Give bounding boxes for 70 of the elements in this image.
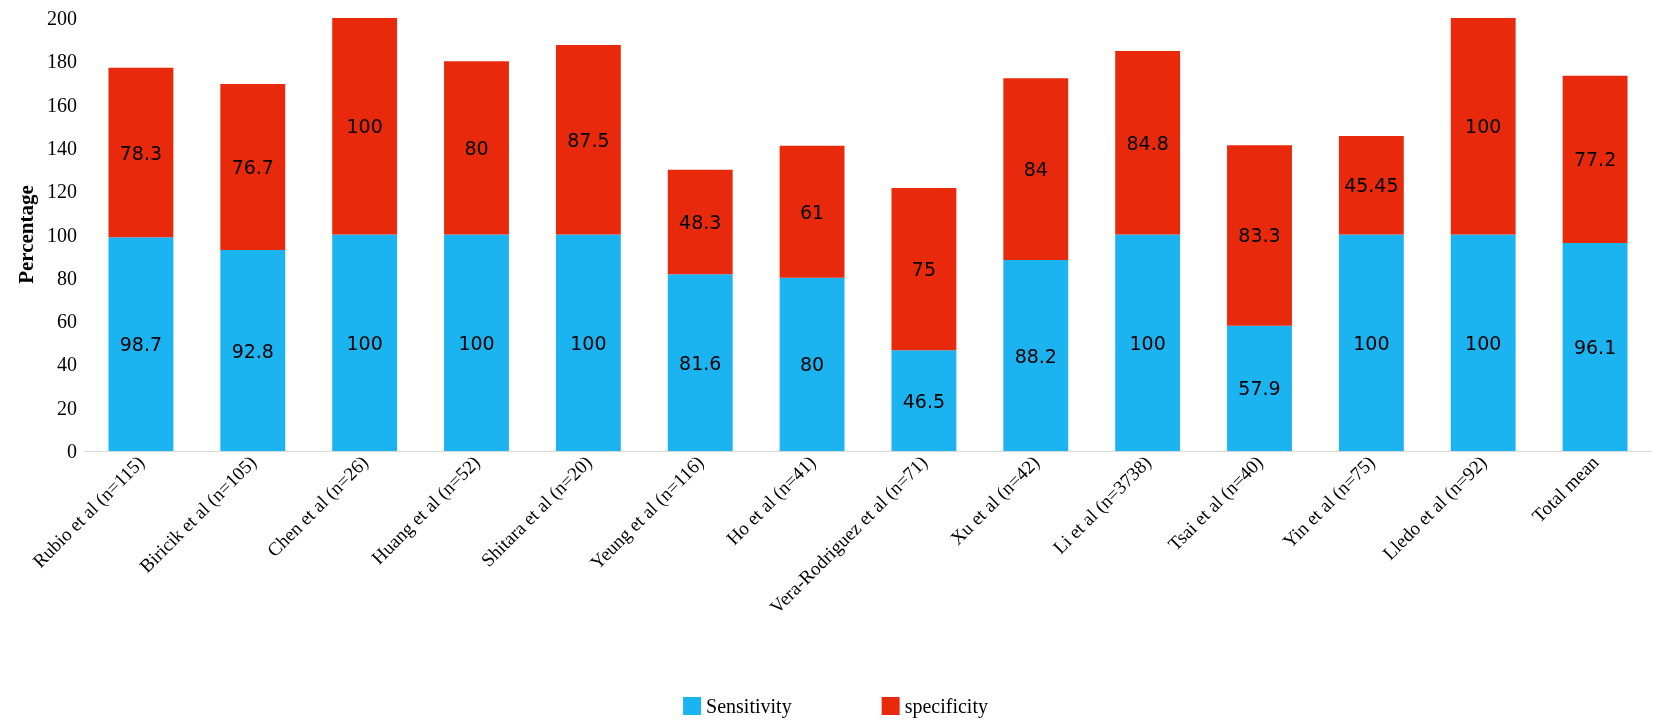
bar bbox=[1115, 234, 1181, 451]
data-label: 80 bbox=[799, 353, 825, 376]
bar bbox=[667, 169, 733, 275]
bar bbox=[108, 67, 174, 238]
y-axis-title: Percentage bbox=[13, 185, 38, 284]
data-label: 83.3 bbox=[1238, 224, 1281, 247]
y-tick-label: 180 bbox=[47, 50, 77, 73]
y-tick-label: 160 bbox=[47, 93, 77, 116]
y-tick-label: 0 bbox=[67, 440, 77, 462]
y-tick-label: 100 bbox=[47, 223, 77, 246]
data-label: 100 bbox=[346, 331, 383, 354]
data-label: 45.45 bbox=[1344, 174, 1399, 197]
bar bbox=[1227, 325, 1292, 451]
data-label: 92.8 bbox=[231, 339, 274, 362]
data-label: 88.2 bbox=[1014, 344, 1057, 367]
data-label: 84 bbox=[1023, 158, 1048, 181]
data-label: 81.6 bbox=[679, 351, 722, 374]
legend-label: specificity bbox=[904, 695, 988, 718]
bar bbox=[1562, 242, 1628, 451]
bar bbox=[1227, 145, 1292, 326]
data-label: 46.5 bbox=[902, 389, 946, 412]
y-tick-label: 40 bbox=[57, 353, 77, 376]
bar bbox=[891, 187, 957, 351]
data-label: 61 bbox=[799, 200, 825, 223]
data-label: 84.8 bbox=[1126, 131, 1169, 154]
bar bbox=[1338, 136, 1404, 235]
data-label: 48.3 bbox=[679, 211, 722, 234]
data-label: 100 bbox=[1465, 115, 1502, 138]
data-label: 100 bbox=[1129, 331, 1166, 354]
bar bbox=[220, 84, 286, 251]
data-label: 96.1 bbox=[1573, 335, 1617, 358]
data-label: 100 bbox=[346, 115, 383, 138]
bar bbox=[332, 234, 398, 451]
bar bbox=[555, 45, 621, 235]
bar bbox=[332, 18, 398, 235]
data-label: 98.7 bbox=[119, 333, 163, 356]
bar bbox=[108, 237, 174, 451]
data-label: 57.9 bbox=[1238, 377, 1281, 400]
data-label: 100 bbox=[1353, 331, 1390, 354]
bar bbox=[1003, 260, 1069, 451]
legend-label: Sensitivity bbox=[706, 695, 792, 718]
y-tick-label: 120 bbox=[47, 180, 77, 203]
bar bbox=[444, 61, 509, 235]
data-label: 78.3 bbox=[119, 141, 163, 164]
bar bbox=[555, 234, 621, 451]
bar bbox=[1450, 234, 1516, 451]
data-label: 87.5 bbox=[567, 128, 610, 151]
y-tick-label: 140 bbox=[47, 136, 77, 159]
data-label: 80 bbox=[464, 136, 489, 159]
y-tick-label: 60 bbox=[57, 310, 77, 333]
bar bbox=[444, 234, 509, 451]
data-label: 77.2 bbox=[1573, 148, 1617, 171]
data-label: 76.7 bbox=[231, 156, 274, 179]
bar bbox=[1562, 75, 1628, 243]
bar bbox=[779, 145, 845, 278]
bar bbox=[1450, 18, 1516, 235]
y-tick-label: 200 bbox=[47, 7, 77, 29]
bar bbox=[1338, 234, 1404, 451]
bar bbox=[1115, 50, 1181, 235]
data-label: 75 bbox=[911, 258, 937, 281]
bar bbox=[667, 274, 733, 451]
bar bbox=[220, 250, 286, 451]
y-tick-label: 80 bbox=[57, 266, 77, 289]
bar bbox=[891, 350, 957, 451]
data-label: 100 bbox=[570, 331, 607, 354]
data-label: 100 bbox=[1465, 331, 1502, 354]
bar bbox=[1003, 78, 1069, 261]
bar bbox=[779, 277, 845, 451]
y-tick-label: 20 bbox=[57, 396, 77, 419]
data-label: 100 bbox=[458, 331, 495, 354]
